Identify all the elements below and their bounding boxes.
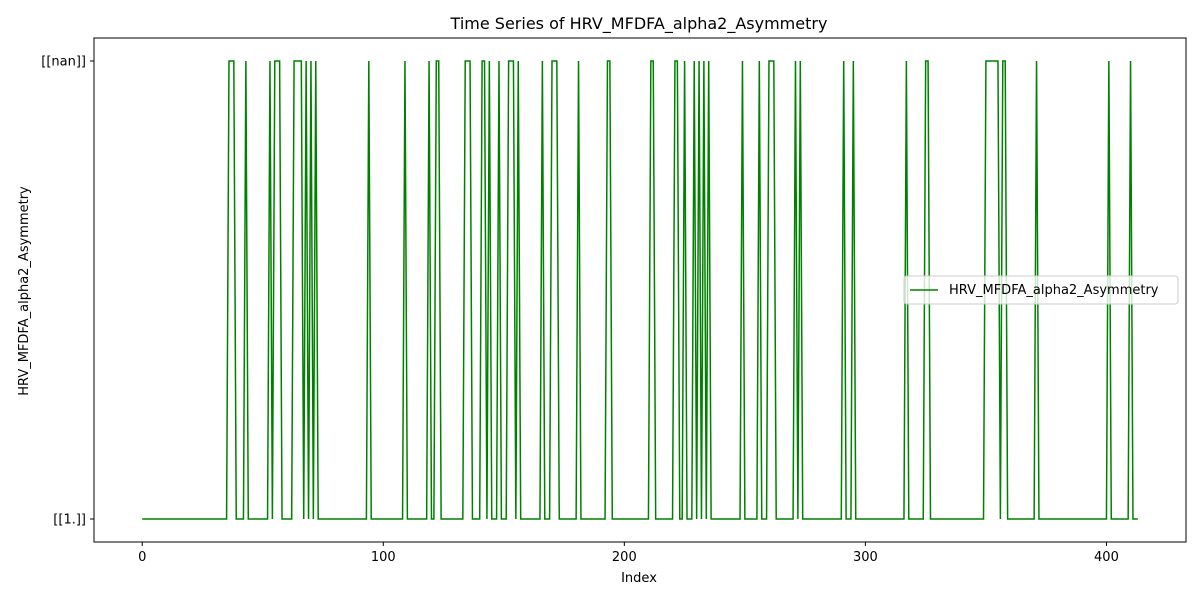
- x-tick-label: 300: [853, 550, 878, 565]
- y-tick-label: [[1.]]: [53, 513, 86, 528]
- x-axis-label: Index: [621, 571, 657, 586]
- x-axis-ticks: 0 100 200 300 400: [138, 542, 1119, 565]
- x-tick-label: 0: [138, 550, 146, 565]
- y-tick-label: [[nan]]: [41, 55, 86, 70]
- legend-label: HRV_MFDFA_alpha2_Asymmetry: [949, 283, 1159, 298]
- series-line: [142, 60, 1138, 520]
- legend-box: [903, 275, 1179, 305]
- x-tick-label: 100: [371, 550, 396, 565]
- x-tick-label: 200: [612, 550, 637, 565]
- y-axis-label: HRV_MFDFA_alpha2_Asymmetry: [17, 186, 32, 396]
- y-axis-ticks: [[1.]] [[nan]]: [41, 55, 94, 528]
- chart-title: Time Series of HRV_MFDFA_alpha2_Asymmetr…: [450, 14, 828, 34]
- plot-frame: [93, 37, 1187, 543]
- legend: HRV_MFDFA_alpha2_Asymmetry: [903, 275, 1179, 305]
- x-tick-label: 400: [1094, 550, 1119, 565]
